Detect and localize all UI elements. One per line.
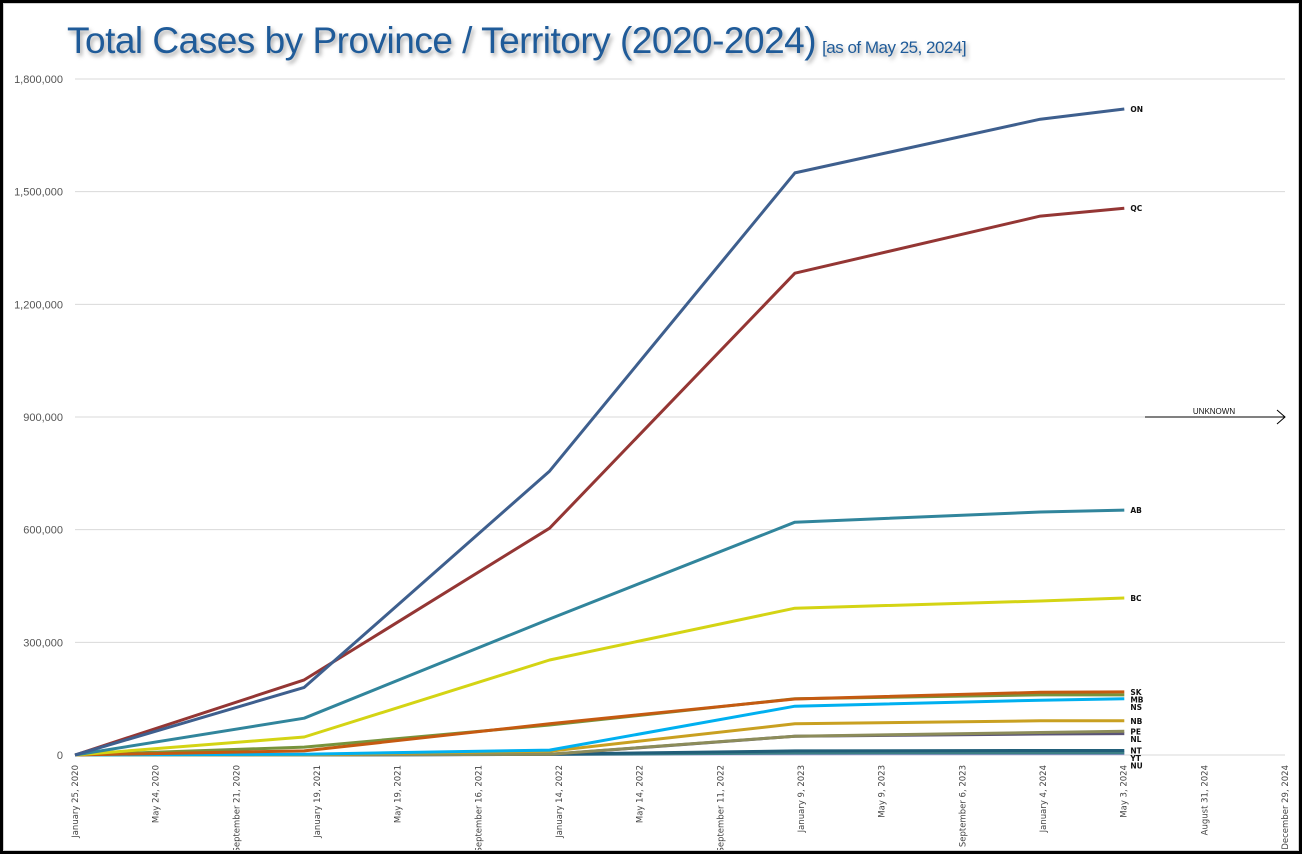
series-label-nt: NT — [1130, 746, 1142, 755]
y-tick-label: 900,000 — [23, 412, 63, 424]
x-tick-label: September 6, 2023 — [958, 765, 968, 847]
x-tick-label: September 21, 2020 — [232, 765, 242, 851]
series-line-sk — [74, 690, 1125, 757]
series-label-sk: SK — [1130, 688, 1142, 697]
series-label-pe: PE — [1130, 727, 1141, 736]
annotation-label: UNKNOWN — [1193, 407, 1235, 416]
chart-title-text: Total Cases by Province / Territory (202… — [67, 20, 817, 61]
line-chart: 0 300,000 600,000 900,000 1,200,000 1,500,000… — [14, 74, 1291, 851]
x-tick-label: December 29, 2024 — [1281, 765, 1291, 850]
series-label-qc: QC — [1130, 204, 1142, 213]
chart-title: Total Cases by Province / Territory (202… — [67, 20, 967, 62]
series-label-ns: NS — [1130, 703, 1142, 712]
x-tick-label: September 11, 2022 — [716, 765, 726, 851]
x-tick-label: May 9, 2023 — [878, 765, 888, 818]
series-line-ns — [74, 697, 1125, 757]
series-line-bc — [74, 596, 1125, 757]
arrow-head-icon — [1276, 409, 1286, 425]
chart-frame: 0 300,000 600,000 900,000 1,200,000 1,500,000… — [3, 3, 1299, 851]
x-tick-label: January 19, 2021 — [313, 765, 323, 839]
x-tick-label: January 4, 2024 — [1039, 765, 1049, 833]
series-label-nl: NL — [1130, 735, 1141, 744]
x-tick-label: January 9, 2023 — [797, 765, 807, 833]
x-tick-label: May 19, 2021 — [394, 765, 404, 823]
y-tick-label: 0 — [57, 750, 63, 762]
series-label-mb: MB — [1130, 695, 1143, 704]
y-tick-label: 1,800,000 — [14, 74, 63, 86]
series-label-yt: YT — [1129, 754, 1141, 763]
series-label-nb: NB — [1130, 717, 1142, 726]
x-tick-label: May 14, 2022 — [636, 765, 646, 823]
series-label-bc: BC — [1130, 594, 1142, 603]
x-tick-label: August 31, 2024 — [1200, 765, 1210, 835]
x-tick-label: September 16, 2021 — [474, 765, 484, 851]
y-tick-label: 1,500,000 — [14, 187, 63, 199]
chart-subtitle: [as of May 25, 2024] — [822, 38, 967, 57]
series-line-on — [74, 107, 1125, 757]
series-line-qc — [74, 206, 1125, 757]
series-label-ab: AB — [1130, 506, 1142, 515]
x-tick-label: May 3, 2024 — [1120, 765, 1130, 818]
y-tick-label: 600,000 — [23, 525, 63, 537]
y-tick-label: 1,200,000 — [14, 299, 63, 311]
x-tick-label: January 14, 2022 — [555, 765, 565, 839]
x-tick-label: January 25, 2020 — [71, 765, 81, 839]
x-tick-label: May 24, 2020 — [152, 765, 162, 823]
series-label-on: ON — [1130, 105, 1143, 114]
y-tick-label: 300,000 — [23, 637, 63, 649]
series-label-nu: NU — [1130, 761, 1142, 770]
series-line-ab — [74, 508, 1125, 757]
